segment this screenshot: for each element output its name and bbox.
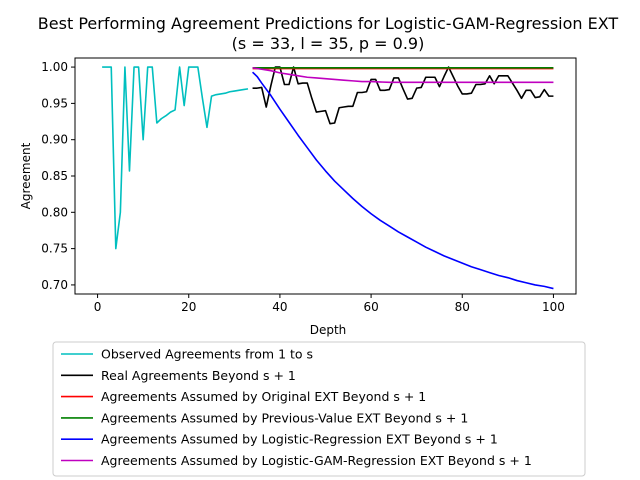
y-tick-label: 0.75: [41, 242, 68, 256]
y-tick-label: 1.00: [41, 60, 68, 74]
x-tick-label: 80: [455, 300, 470, 314]
series-line-6: [252, 67, 554, 84]
legend-label-1: Observed Agreements from 1 to s: [101, 347, 313, 362]
series-line-1: [102, 66, 249, 250]
legend-box: [52, 341, 586, 477]
y-tick-label: 0.80: [41, 205, 68, 219]
legend-entries: Observed Agreements from 1 to s Real Agre…: [61, 347, 532, 468]
y-tick-label: 0.90: [41, 133, 68, 147]
legend-label-6: Agreements Assumed by Logistic-GAM-Regre…: [101, 453, 532, 468]
y-axis: 0.70 0.75 0.80 0.85 0.90 0.95 1.00: [41, 60, 75, 292]
x-tick-label: 60: [363, 300, 378, 314]
x-axis-label: Depth: [310, 323, 347, 337]
x-tick-label: 100: [542, 300, 565, 314]
series-line-5: [252, 71, 554, 290]
y-tick-label: 0.70: [41, 278, 68, 292]
legend-label-4: Agreements Assumed by Previous-Value EXT…: [101, 410, 468, 425]
y-tick-label: 0.85: [41, 169, 68, 183]
legend-label-2: Real Agreements Beyond s + 1: [101, 368, 296, 383]
legend-label-3: Agreements Assumed by Original EXT Beyon…: [101, 389, 426, 404]
x-tick-label: 20: [181, 300, 196, 314]
chart-subtitle: (s = 33, l = 35, p = 0.9): [232, 34, 425, 53]
chart-title: Best Performing Agreement Predictions fo…: [38, 14, 619, 33]
x-tick-label: 40: [272, 300, 287, 314]
x-tick-label: 0: [94, 300, 102, 314]
x-axis: 0 20 40 60 80 100: [94, 294, 565, 314]
y-axis-label: Agreement: [19, 142, 33, 209]
legend: Observed Agreements from 1 to s Real Agre…: [52, 341, 586, 477]
series-line-2: [252, 66, 554, 125]
legend-label-5: Agreements Assumed by Logistic-Regressio…: [101, 432, 498, 447]
plot-series: [102, 66, 554, 290]
y-tick-label: 0.95: [41, 96, 68, 110]
